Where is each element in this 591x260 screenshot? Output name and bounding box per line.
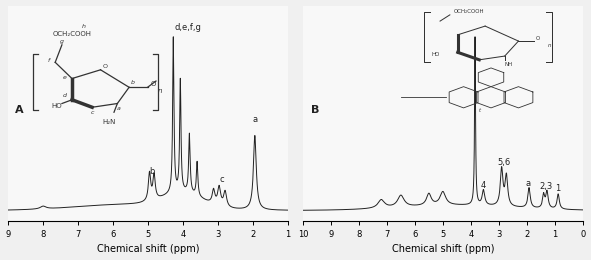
Text: A: A [15, 105, 24, 115]
Text: a: a [252, 115, 258, 123]
Text: 5,6: 5,6 [497, 158, 511, 167]
Text: c: c [219, 176, 224, 184]
Text: a: a [525, 179, 531, 188]
Text: 1: 1 [556, 184, 561, 193]
Text: b: b [150, 167, 155, 176]
X-axis label: Chemical shift (ppm): Chemical shift (ppm) [97, 244, 199, 255]
Text: 4: 4 [481, 181, 486, 190]
Text: d,e,f,g: d,e,f,g [175, 23, 202, 32]
Text: B: B [311, 105, 320, 115]
X-axis label: Chemical shift (ppm): Chemical shift (ppm) [392, 244, 494, 255]
Text: 2,3: 2,3 [540, 182, 553, 191]
